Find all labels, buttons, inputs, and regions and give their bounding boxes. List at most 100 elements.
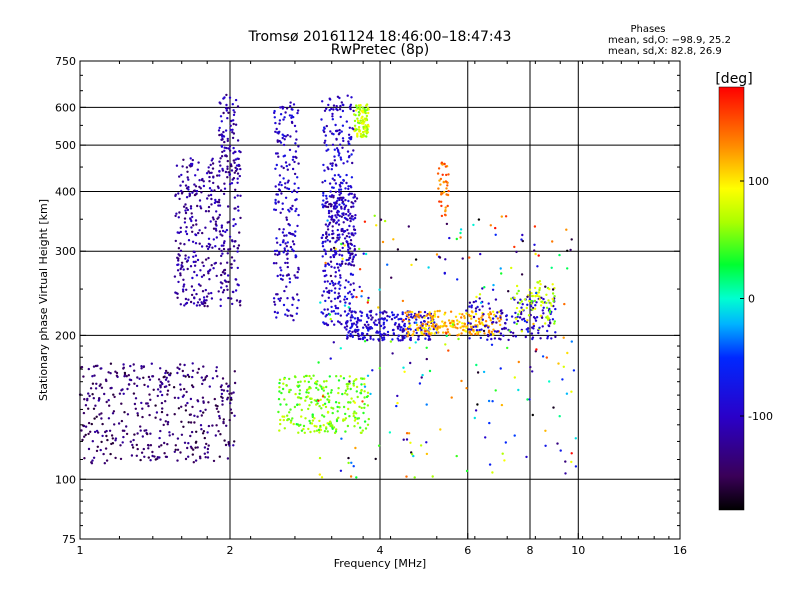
data-point bbox=[337, 416, 340, 419]
data-point bbox=[223, 272, 227, 275]
data-point bbox=[347, 263, 350, 266]
data-point bbox=[524, 335, 527, 339]
data-point bbox=[231, 136, 235, 140]
data-point bbox=[276, 152, 279, 155]
data-point bbox=[344, 262, 347, 265]
data-point bbox=[318, 405, 321, 408]
data-point bbox=[345, 328, 348, 331]
data-point bbox=[353, 401, 357, 404]
data-point bbox=[276, 241, 279, 244]
data-point bbox=[550, 266, 553, 269]
data-point bbox=[360, 289, 364, 293]
data-point bbox=[233, 414, 236, 417]
data-point bbox=[489, 224, 492, 227]
data-point bbox=[413, 316, 417, 319]
data-point bbox=[426, 330, 429, 333]
data-point bbox=[348, 380, 351, 383]
data-point bbox=[221, 403, 224, 406]
data-point bbox=[472, 329, 475, 332]
data-point bbox=[382, 321, 386, 324]
data-point bbox=[350, 461, 353, 464]
data-point bbox=[353, 193, 356, 196]
data-point bbox=[239, 167, 242, 171]
data-point bbox=[277, 410, 280, 414]
data-point bbox=[396, 337, 399, 340]
data-point bbox=[285, 218, 289, 221]
data-point bbox=[282, 303, 286, 307]
data-point bbox=[493, 337, 497, 340]
data-point bbox=[328, 97, 331, 100]
data-point bbox=[136, 376, 139, 379]
data-point bbox=[222, 97, 225, 100]
data-point bbox=[105, 379, 108, 383]
data-point bbox=[389, 340, 393, 343]
data-point bbox=[444, 206, 447, 209]
data-point bbox=[95, 449, 99, 453]
data-point bbox=[321, 233, 325, 237]
data-point bbox=[476, 403, 479, 406]
data-point bbox=[368, 326, 371, 329]
data-point bbox=[230, 266, 233, 269]
data-point bbox=[456, 322, 459, 326]
data-point bbox=[347, 248, 350, 251]
data-point bbox=[447, 173, 450, 176]
data-point bbox=[547, 324, 550, 327]
data-point bbox=[278, 386, 281, 389]
data-point bbox=[292, 155, 295, 159]
data-point bbox=[139, 429, 142, 432]
data-point bbox=[337, 173, 340, 177]
data-point bbox=[352, 382, 355, 385]
data-point bbox=[207, 424, 211, 428]
data-point bbox=[332, 236, 335, 240]
data-point bbox=[460, 332, 463, 335]
data-point bbox=[140, 401, 143, 405]
data-point bbox=[342, 139, 345, 143]
data-point bbox=[319, 424, 322, 428]
data-point bbox=[290, 419, 293, 422]
data-point bbox=[538, 280, 542, 283]
data-point bbox=[337, 312, 340, 315]
data-point bbox=[359, 135, 362, 138]
data-point bbox=[205, 295, 209, 298]
data-point bbox=[574, 465, 578, 468]
data-point bbox=[213, 189, 216, 192]
data-point bbox=[217, 129, 221, 132]
data-point bbox=[297, 266, 300, 270]
data-point bbox=[226, 176, 229, 179]
data-point bbox=[465, 309, 468, 312]
data-point bbox=[220, 249, 223, 253]
data-point bbox=[448, 322, 452, 325]
data-point bbox=[321, 414, 324, 417]
data-point bbox=[342, 213, 345, 217]
data-point bbox=[538, 326, 541, 329]
data-point bbox=[353, 228, 357, 232]
data-point bbox=[201, 396, 205, 399]
data-point bbox=[226, 205, 230, 208]
data-point bbox=[331, 177, 334, 180]
data-point bbox=[401, 299, 405, 303]
data-point bbox=[343, 207, 346, 211]
data-point bbox=[196, 446, 199, 449]
data-point bbox=[278, 228, 281, 231]
data-point bbox=[100, 367, 103, 370]
data-point bbox=[321, 245, 325, 248]
data-point bbox=[294, 230, 297, 233]
data-point bbox=[175, 164, 179, 167]
data-point bbox=[465, 326, 468, 329]
data-point bbox=[183, 217, 187, 220]
data-point bbox=[339, 284, 342, 287]
data-point bbox=[98, 397, 101, 400]
data-point bbox=[531, 370, 534, 373]
data-point bbox=[198, 298, 201, 301]
data-point bbox=[367, 125, 370, 128]
data-point bbox=[219, 189, 223, 192]
data-point bbox=[396, 401, 399, 405]
data-point bbox=[293, 375, 297, 378]
data-point bbox=[425, 452, 429, 456]
data-point bbox=[228, 220, 231, 224]
data-point bbox=[323, 130, 326, 134]
data-point bbox=[186, 446, 189, 450]
data-point bbox=[187, 256, 190, 259]
data-point bbox=[309, 430, 312, 434]
data-point bbox=[178, 175, 181, 178]
